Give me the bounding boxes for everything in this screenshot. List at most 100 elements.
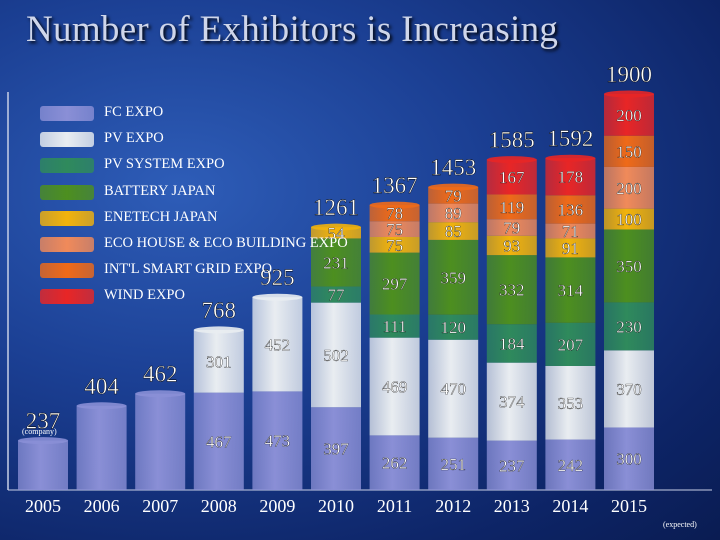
bar-cap: [311, 223, 361, 231]
total-label: 404: [84, 374, 119, 399]
bar-segment: [545, 322, 596, 366]
bar-segment: [545, 223, 596, 239]
total-label: 1900: [606, 62, 652, 87]
bar-segment: [428, 314, 479, 340]
total-label: 1367: [372, 173, 418, 198]
bar-segment: [369, 435, 420, 490]
segment-label: 469: [382, 378, 408, 397]
segment-label: 502: [323, 346, 349, 365]
bar-segment: [604, 208, 654, 230]
segment-label: 353: [558, 394, 584, 413]
bar-segment: [486, 159, 537, 195]
bar-segment: [604, 94, 654, 136]
bar-cap: [486, 156, 537, 164]
bar-segment: [604, 302, 654, 351]
chart-title: Number of Exhibitors is Increasing: [26, 9, 559, 50]
bar-segment: [604, 229, 654, 303]
legend-swatch: [40, 132, 94, 148]
bar-segment: [428, 222, 479, 240]
bar-segment: [604, 427, 654, 490]
bar-cap: [76, 402, 127, 410]
bar-segment: [545, 257, 596, 323]
bar-segment: [311, 407, 361, 490]
legend-label: PV EXPO: [104, 130, 164, 147]
bar-segment: [311, 238, 361, 287]
bar-segment: [428, 339, 479, 438]
legend-label: INT'L SMART GRID EXPO: [104, 261, 273, 278]
bar-cap: [252, 293, 303, 301]
segment-label: 54: [328, 224, 346, 243]
bar-segment: [486, 194, 537, 220]
bar-segment: [545, 195, 596, 224]
segment-label: 75: [386, 220, 403, 239]
bar-segment: [193, 392, 244, 490]
bar-cap: [193, 326, 244, 334]
segment-label: 167: [499, 168, 525, 187]
bar-segment: [369, 205, 420, 222]
x-tick-label: 2008: [201, 496, 237, 516]
segment-label: 79: [503, 218, 520, 237]
segment-label: 297: [382, 275, 408, 294]
total-label: 1261: [313, 195, 359, 220]
total-label: 768: [202, 298, 237, 323]
segment-label: 242: [558, 456, 584, 475]
segment-label: 75: [386, 236, 403, 255]
segment-label: 120: [440, 318, 466, 337]
segment-label: 207: [558, 335, 584, 354]
segment-label: 200: [616, 106, 642, 125]
segment-label: 300: [616, 450, 642, 469]
segment-label: 79: [445, 186, 462, 205]
segment-label: 91: [562, 239, 579, 258]
legend-swatch: [40, 237, 94, 252]
segment-label: 77: [328, 286, 346, 305]
x-tick-label: 2012: [435, 496, 471, 516]
total-label: 925: [260, 265, 295, 290]
segment-label: 350: [616, 257, 642, 276]
total-label: 1585: [489, 128, 535, 153]
legend-swatch: [40, 289, 94, 305]
bar-segment: [486, 440, 537, 490]
bar-segment: [135, 393, 186, 490]
bar-segment: [369, 221, 420, 237]
segment-label: 262: [382, 454, 408, 473]
segment-label: 314: [558, 281, 584, 300]
total-label: 237: [26, 409, 61, 434]
x-tick-label: 2010: [318, 496, 354, 516]
bar-segment: [311, 227, 361, 239]
legend-label: ECO HOUSE & ECO BUILDING EXPO: [104, 235, 348, 251]
segment-label: 370: [616, 380, 642, 399]
bar-segment: [428, 187, 479, 204]
legend-swatch: [40, 210, 94, 226]
bar-segment: [545, 238, 596, 258]
bar-segment: [369, 337, 420, 436]
total-label: 1592: [547, 126, 593, 151]
bar-cap: [428, 183, 479, 191]
legend-swatch: [40, 184, 94, 200]
bar-segment: [252, 391, 303, 490]
x-tick-label: 2009: [259, 496, 295, 516]
legend-swatch: [40, 263, 94, 279]
segment-label: 473: [265, 432, 291, 451]
bar-segment: [545, 365, 596, 440]
bar-segment: [252, 297, 303, 392]
x-tick-label: 2011: [377, 496, 412, 516]
legend-label: FC EXPO: [104, 104, 164, 120]
segment-label: 374: [499, 393, 525, 412]
segment-label: 251: [440, 455, 466, 474]
x-tick-label: 2006: [84, 496, 120, 516]
segment-label: 71: [562, 222, 579, 241]
segment-label: 231: [323, 254, 349, 273]
legend-label: BATTERY JAPAN: [104, 182, 216, 199]
x-tick-label: 2013: [494, 496, 530, 516]
segment-label: 332: [499, 281, 525, 300]
bar-segment: [486, 219, 537, 236]
segment-label: 93: [503, 236, 520, 255]
segment-label: 301: [206, 352, 232, 371]
bar-cap: [545, 154, 596, 162]
x-tick-label: 2014: [552, 496, 588, 516]
legend-label: PV SYSTEM EXPO: [104, 156, 225, 173]
legend-label: WIND EXPO: [104, 287, 185, 304]
segment-label: 150: [616, 142, 642, 161]
bar-segment: [311, 302, 361, 408]
total-label: 462: [143, 362, 178, 387]
